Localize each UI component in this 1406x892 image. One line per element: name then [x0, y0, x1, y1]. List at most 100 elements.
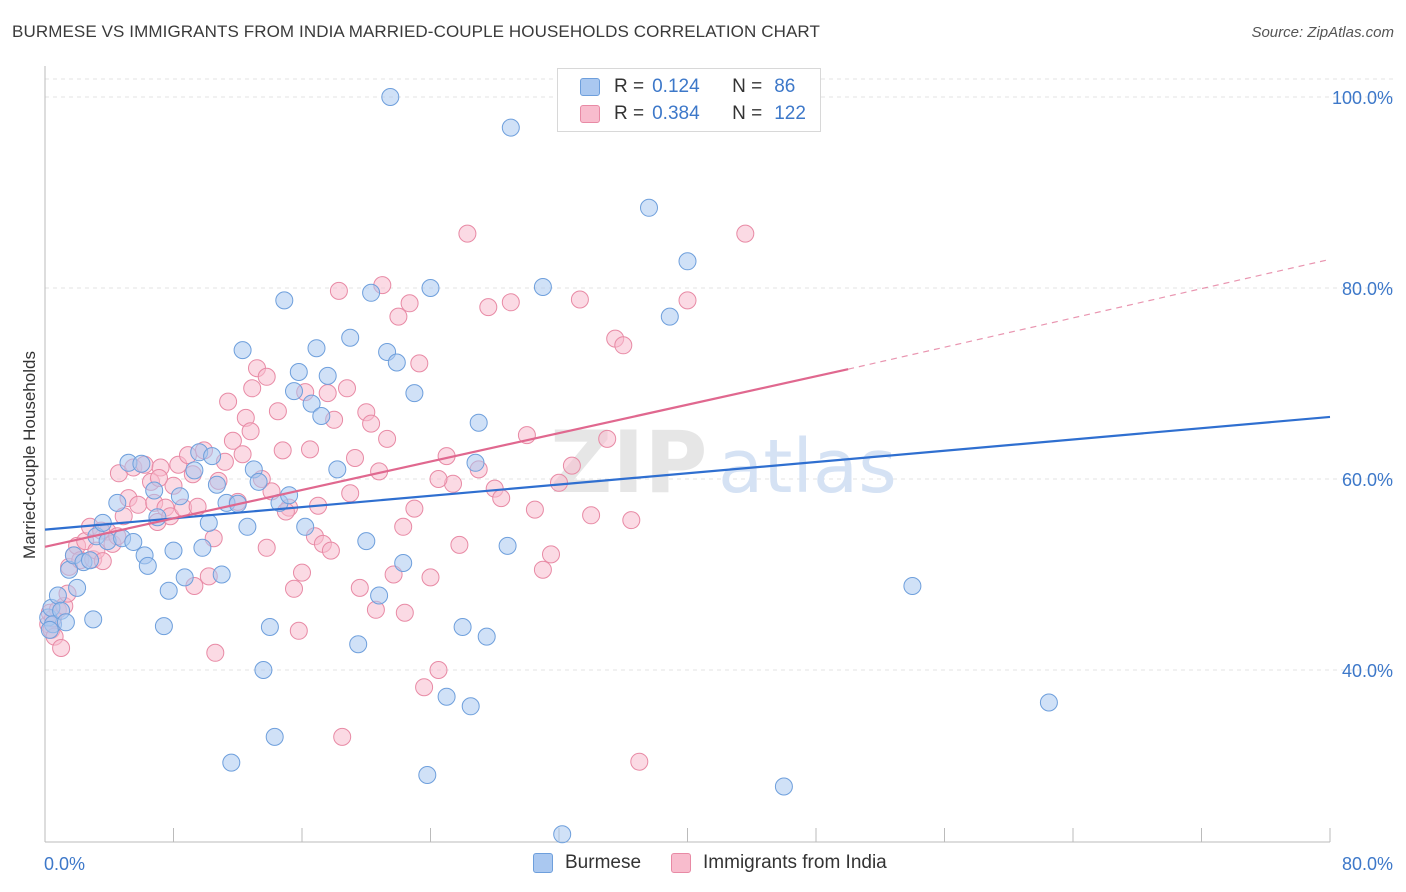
india-point: [329, 281, 348, 300]
y-tick-label: 60.0%: [1342, 470, 1393, 490]
burmese-point: [498, 536, 517, 555]
india-point: [384, 565, 403, 584]
india-point: [362, 414, 381, 433]
burmese-point: [640, 198, 658, 217]
burmese-point: [477, 627, 496, 646]
india-point: [400, 294, 419, 313]
burmese-point: [461, 697, 480, 716]
india-point: [492, 489, 511, 508]
legend-r-value: 0.384: [652, 103, 700, 124]
burmese-point: [421, 279, 440, 297]
burmese-point: [774, 777, 793, 796]
india-point: [450, 535, 469, 554]
india-point: [389, 307, 408, 326]
india-point: [341, 484, 360, 503]
grid-lines: [45, 78, 1395, 671]
india-point: [562, 456, 581, 475]
india-point: [321, 541, 340, 560]
burmese-point: [328, 460, 347, 479]
burmese-point: [159, 581, 178, 600]
india-point: [542, 545, 560, 564]
india-point: [350, 578, 369, 597]
india-point: [570, 290, 589, 309]
burmese-point: [56, 613, 75, 632]
india-trend-extension: [847, 258, 1331, 370]
india-point: [333, 727, 352, 746]
burmese-trend-line: [44, 415, 1331, 531]
india-point: [525, 500, 544, 519]
burmese-point: [108, 493, 127, 512]
india-point: [129, 495, 148, 514]
india-point: [52, 639, 71, 657]
india-point: [622, 511, 641, 530]
burmese-point: [553, 825, 572, 844]
trend-lines: [44, 258, 1331, 548]
y-tick-label: 40.0%: [1342, 661, 1393, 681]
burmese-point: [341, 328, 360, 347]
burmese-point: [93, 513, 112, 532]
burmese-point: [275, 291, 294, 310]
india-point: [233, 445, 252, 464]
burmese-point: [533, 278, 552, 296]
burmese-point: [381, 88, 400, 106]
legend-swatch-india: [580, 105, 600, 123]
india-point: [394, 517, 413, 536]
burmese-point: [154, 617, 173, 636]
burmese-point: [203, 447, 222, 466]
chart-title: BURMESE VS IMMIGRANTS FROM INDIA MARRIED…: [12, 22, 820, 41]
burmese-point: [199, 513, 218, 532]
india-point: [378, 429, 397, 448]
burmese-point: [81, 551, 99, 570]
india-point: [410, 354, 429, 373]
burmese-point: [132, 454, 151, 473]
india-trend-line: [44, 368, 849, 548]
burmese-point: [254, 661, 273, 679]
burmese-point: [1039, 693, 1058, 712]
burmese-point: [312, 407, 331, 425]
burmese-point: [164, 541, 183, 560]
india-point: [736, 224, 755, 243]
burmese-point: [466, 453, 485, 472]
burmese-point: [469, 413, 488, 432]
legend-r-value: 0.124: [652, 76, 700, 97]
burmese-point: [170, 487, 189, 506]
burmese-point: [660, 307, 679, 326]
india-point: [501, 293, 520, 312]
india-point: [219, 392, 238, 411]
burmese-point: [68, 578, 87, 597]
india-point: [268, 402, 287, 421]
burmese-point: [185, 461, 204, 480]
burmese-point: [124, 533, 143, 551]
burmese-point: [138, 556, 157, 575]
legend-row-burmese: R = 0.124 N = 86: [580, 75, 795, 99]
india-point: [257, 538, 276, 557]
india-point: [630, 752, 649, 771]
burmese-point: [48, 586, 67, 605]
burmese-point: [222, 753, 241, 772]
burmese-point: [307, 339, 326, 358]
india-point: [678, 291, 697, 310]
burmese-points: [39, 88, 1058, 844]
india-point: [241, 422, 260, 441]
legend-n-label: N =: [732, 103, 763, 124]
burmese-point: [233, 341, 252, 360]
series-legend: Burmese Immigrants from India: [533, 852, 917, 874]
x-tick-label-min: 0.0%: [44, 854, 85, 874]
axes: [44, 66, 1331, 843]
burmese-point: [296, 517, 315, 536]
burmese-point: [387, 353, 406, 372]
y-tick-label: 80.0%: [1342, 279, 1393, 299]
watermark: ZIP atlas: [550, 413, 897, 513]
burmese-point: [238, 517, 257, 536]
india-point: [533, 560, 552, 579]
legend-n-label: N =: [732, 76, 763, 97]
india-point: [243, 379, 262, 398]
burmese-point: [175, 568, 194, 587]
legend-r-label: R =: [614, 76, 645, 97]
india-point: [293, 563, 311, 582]
y-tick-label: 100.0%: [1332, 88, 1393, 108]
burmese-point: [349, 635, 368, 654]
legend-row-india: R = 0.384 N = 122: [580, 102, 806, 126]
burmese-point: [212, 565, 231, 584]
x-tick-label-max: 80.0%: [1342, 854, 1393, 874]
